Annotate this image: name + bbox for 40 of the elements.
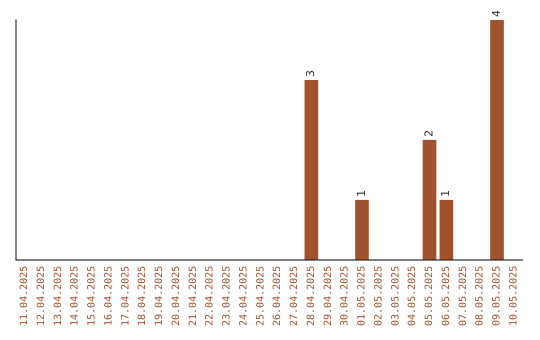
data-label: 1	[439, 190, 452, 197]
x-tick-label: 18.04.2025	[137, 266, 148, 326]
data-label: 1	[354, 190, 368, 197]
x-tick-label: 30.04.2025	[340, 266, 351, 326]
bar	[304, 80, 318, 260]
x-tick-label: 25.04.2025	[255, 266, 266, 326]
x-tick-label: 09.05.2025	[492, 266, 503, 326]
bar	[490, 20, 504, 260]
x-tick-label: 04.05.2025	[407, 266, 418, 326]
x-tick-label: 08.05.2025	[474, 266, 486, 326]
x-tick-label: 01.05.2025	[356, 266, 368, 326]
x-tick-label: 14.04.2025	[70, 266, 81, 326]
x-tick-label: 22.04.2025	[204, 266, 216, 326]
x-tick-label: 03.05.2025	[390, 266, 402, 326]
bar	[422, 140, 436, 260]
x-tick-label: 06.05.2025	[440, 266, 452, 326]
x-tick-label: 21.04.2025	[188, 266, 199, 326]
x-tick-label: 26.04.2025	[272, 266, 284, 326]
bar	[355, 200, 369, 260]
x-tick-label: 13.04.2025	[52, 266, 64, 326]
x-tick-label: 10.05.2025	[508, 266, 520, 326]
x-tick-label: 29.04.2025	[322, 266, 334, 326]
x-tick-label: 28.04.2025	[306, 266, 317, 326]
x-tick-label: 19.04.2025	[154, 266, 166, 326]
x-tick-label: 17.04.2025	[120, 266, 132, 326]
x-tick-label: 02.05.2025	[373, 266, 384, 326]
x-tick-label: 12.04.2025	[36, 266, 47, 326]
data-label: 2	[422, 130, 436, 137]
bar	[440, 200, 454, 260]
x-tick-label: 07.05.2025	[458, 266, 469, 326]
x-tick-label: 16.04.2025	[103, 266, 114, 326]
x-tick-label: 11.04.2025	[19, 266, 30, 326]
x-tick-label: 05.05.2025	[424, 266, 436, 326]
data-label: 3	[304, 70, 318, 77]
x-tick-label: 15.04.2025	[86, 266, 98, 326]
x-tick-label: 27.04.2025	[289, 266, 300, 326]
x-tick-label: 20.04.2025	[170, 266, 182, 326]
x-tick-label: 24.04.2025	[238, 266, 250, 326]
x-tick-label: 23.04.2025	[222, 266, 233, 326]
data-label: 4	[490, 10, 503, 17]
